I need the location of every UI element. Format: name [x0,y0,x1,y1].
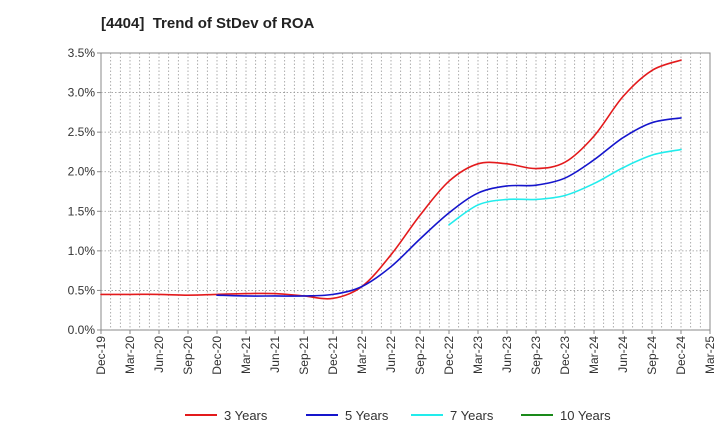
y-tick-label: 3.0% [68,86,96,100]
legend-label: 5 Years [345,408,389,423]
x-tick-label: Jun-24 [616,336,630,373]
axis-layer: 0.0% 0.5% 1.0% 1.5% 2.0% 2.5% 3.0% 3.5% Dec-19 Ma… [68,46,717,375]
x-tick-label: Sep-24 [645,336,659,375]
x-tick-label: Jun-21 [268,336,282,373]
legend-label: 7 Years [450,408,494,423]
x-tick-label: Jun-20 [152,336,166,373]
y-tick-label: 1.0% [68,244,96,258]
legend: 3 Years 5 Years 7 Years 10 Years [185,408,611,423]
x-tick-label: Mar-21 [239,336,253,374]
legend-label: 3 Years [224,408,268,423]
series-line-5-years [216,117,682,297]
x-tick-label: Dec-24 [674,336,688,375]
grid-layer [101,53,710,330]
x-tick-label: Mar-25 [703,336,717,374]
x-tick-label: Sep-21 [297,336,311,375]
x-tick-label: Jun-22 [384,336,398,373]
x-tick-label: Dec-22 [442,336,456,375]
x-tick-label: Mar-22 [355,336,369,374]
x-tick-label: Dec-19 [94,336,108,375]
x-tick-label: Sep-22 [413,336,427,375]
y-tick-label: 2.5% [68,125,96,139]
y-tick-label: 0.5% [68,283,96,297]
x-tick-label: Dec-21 [326,336,340,375]
x-tick-label: Mar-24 [587,336,601,374]
x-tick-label: Sep-23 [529,336,543,375]
x-tick-label: Mar-20 [123,336,137,374]
chart-title: [4404] Trend of StDev of ROA [101,15,315,32]
series-layer [100,59,682,300]
x-tick-label: Dec-23 [558,336,572,375]
x-tick-label: Dec-20 [210,336,224,375]
plot-area [100,52,711,331]
series-line-7-years [448,148,682,226]
y-tick-label: 2.0% [68,165,96,179]
series-line-3-years [100,59,682,300]
y-tick-label: 3.5% [68,46,96,60]
y-tick-label: 0.0% [68,323,96,337]
legend-label: 10 Years [560,408,611,423]
x-tick-label: Jun-23 [500,336,514,373]
x-tick-label: Mar-23 [471,336,485,374]
x-tick-label: Sep-20 [181,336,195,375]
y-tick-label: 1.5% [68,204,96,218]
